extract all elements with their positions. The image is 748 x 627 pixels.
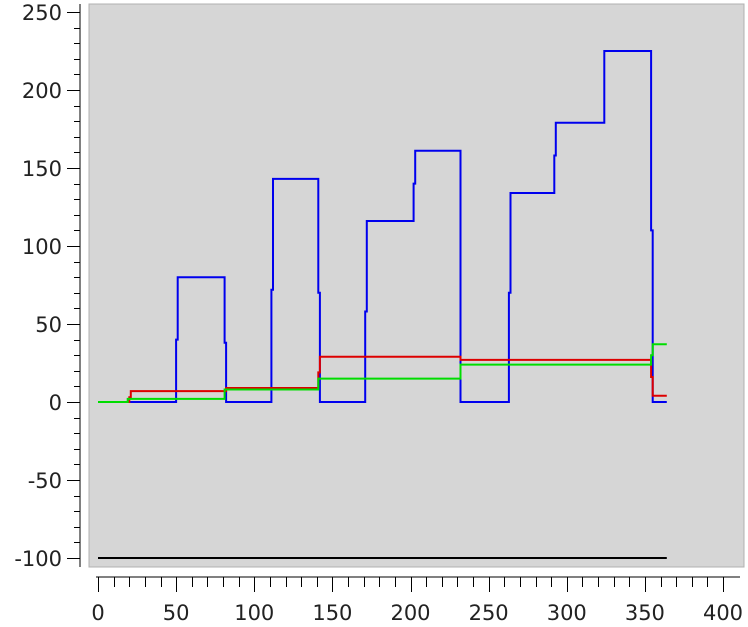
x-axis: 0 50 100 150 200 250 300 350 400: [91, 576, 743, 625]
y-tick-label: 0: [49, 391, 62, 415]
series-layer: [98, 50, 667, 559]
series-line-2: [98, 355, 667, 403]
y-tick-label: 150: [22, 157, 62, 181]
x-tick-label: 300: [547, 601, 587, 622]
x-tick-label: 100: [234, 601, 274, 622]
x-tick-label: 250: [469, 601, 509, 622]
series-line-3: [98, 343, 667, 403]
x-tick-label: 400: [703, 601, 743, 622]
x-tick-label: 50: [163, 601, 190, 622]
y-tick-label: 250: [22, 1, 62, 25]
y-tick-label: -50: [28, 469, 62, 493]
x-tick-label: 150: [312, 601, 352, 622]
y-tick-label: -100: [14, 547, 62, 571]
y-tick-label: 50: [35, 313, 62, 337]
y-tick-label: 100: [22, 235, 62, 259]
x-tick-label: 200: [390, 601, 430, 622]
y-tick-label: 200: [22, 79, 62, 103]
y-axis: 250 200 150 100 50 0 -50 -100: [14, 1, 81, 571]
x-tick-label: 350: [625, 601, 665, 622]
x-tick-label: 0: [91, 601, 104, 622]
plot-area: [88, 3, 745, 568]
series-line-1: [98, 50, 667, 403]
